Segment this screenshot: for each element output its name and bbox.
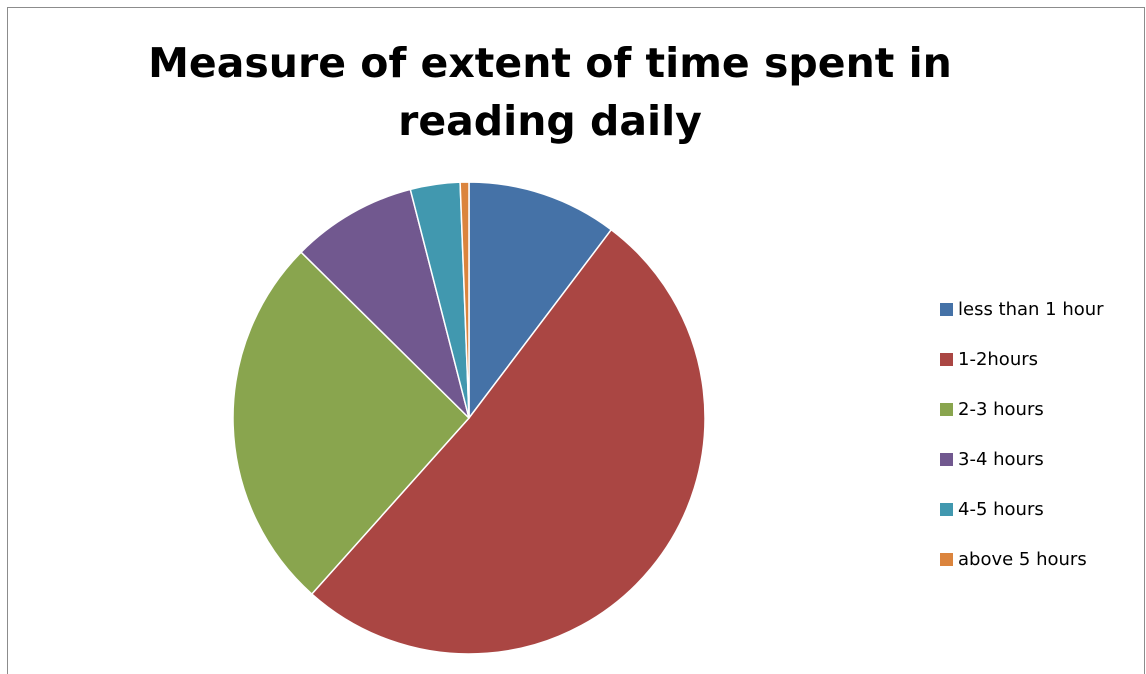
pie-slice-1-2hours — [311, 228, 706, 655]
legend-swatch — [940, 452, 953, 466]
legend-label: above 5 hours — [958, 548, 1087, 570]
legend-swatch — [940, 302, 953, 316]
pie-slice-3-4-hours — [300, 188, 470, 419]
legend-item: 2-3 hours — [940, 384, 1104, 434]
legend-item: 3-4 hours — [940, 434, 1104, 484]
legend-swatch — [940, 552, 953, 566]
legend-item: less than 1 hour — [940, 284, 1104, 334]
legend-label: 3-4 hours — [958, 448, 1044, 470]
legend-item: 1-2hours — [940, 334, 1104, 384]
legend-swatch — [940, 502, 953, 516]
legend-swatch — [940, 402, 953, 416]
legend-label: 2-3 hours — [958, 398, 1044, 420]
legend-label: less than 1 hour — [958, 298, 1104, 320]
pie-slice-less-than-1-hour — [468, 181, 613, 419]
pie-slice-2-3-hours — [232, 251, 470, 595]
chart-title: Measure of extent of time spent in readi… — [148, 39, 952, 145]
legend-item: above 5 hours — [940, 534, 1104, 584]
pie-slice-above-5-hours — [459, 181, 470, 419]
legend: less than 1 hour 1-2hours 2-3 hours 3-4 hou… — [940, 284, 1104, 584]
legend-swatch — [940, 352, 953, 366]
legend-item: 4-5 hours — [940, 484, 1104, 534]
legend-label: 4-5 hours — [958, 498, 1044, 520]
legend-label: 1-2hours — [958, 348, 1039, 370]
